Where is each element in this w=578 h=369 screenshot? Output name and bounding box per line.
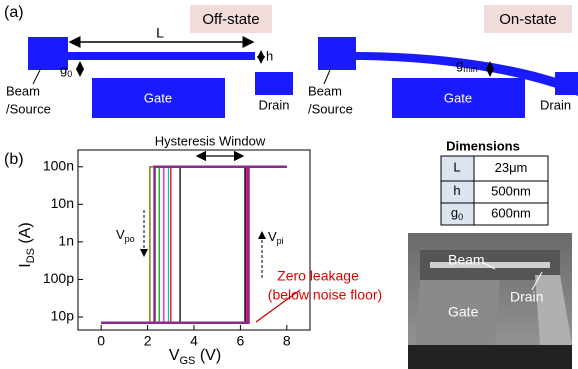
label-unit: (V)	[195, 347, 221, 364]
sem-label: Beam	[448, 252, 485, 268]
beam-label: Beam	[6, 83, 40, 98]
table-key: L	[453, 160, 460, 175]
beam-label: /Source	[6, 101, 51, 116]
y-tick-label: 10p	[51, 308, 75, 324]
pointer	[33, 70, 40, 84]
x-tick-label: 8	[283, 333, 291, 349]
v-main: V	[268, 229, 277, 244]
annotation: Vpi	[268, 229, 284, 246]
y-axis-label: IDS (A)	[17, 222, 37, 268]
drain	[255, 72, 293, 95]
table: L 23μm h 500nm g0 600nm	[441, 156, 548, 225]
thickness-label: h	[266, 48, 273, 63]
y-tick-label: 10n	[51, 195, 74, 211]
series-line	[101, 167, 287, 323]
x-tick-label: 4	[190, 333, 198, 349]
label-sub: DS	[25, 248, 37, 263]
drain-label: Drain	[258, 97, 289, 112]
state-title: On-state	[499, 11, 557, 28]
beam-label: /Source	[308, 101, 353, 116]
y-tick-label: 100n	[43, 157, 74, 173]
figure: (a) Off-state L h Gate g0 Drain Beam /So…	[0, 0, 578, 369]
table-value: 600nm	[491, 205, 531, 220]
v-main: V	[116, 227, 125, 242]
key-main: L	[453, 160, 460, 175]
key-sub: 0	[458, 212, 463, 222]
gate-label: Gate	[444, 90, 472, 105]
series-line	[101, 167, 287, 323]
series-line	[101, 167, 287, 323]
annotation: Hysteresis Window	[155, 133, 266, 148]
series-line	[101, 167, 287, 323]
state-title: Off-state	[202, 11, 259, 28]
table-value: 23μm	[495, 160, 528, 175]
x-axis-label: VGS (V)	[169, 347, 221, 367]
annotation: (below noise floor)	[268, 287, 382, 303]
annotation: Vpo	[116, 227, 135, 244]
x-tick-label: 6	[237, 333, 245, 349]
key-main: g	[451, 205, 458, 220]
table-key: h	[453, 183, 460, 198]
drain-label: Drain	[540, 97, 571, 112]
length-label: L	[156, 25, 164, 41]
y-tick-label: 1n	[58, 233, 74, 249]
y-tick-label: 100p	[43, 270, 74, 286]
drain	[555, 72, 578, 95]
gap-main: g	[60, 62, 67, 77]
gap-label: g0	[60, 62, 72, 79]
panel-label: (a)	[4, 4, 24, 21]
panel-label: (b)	[4, 151, 24, 168]
gap-sub: min	[463, 64, 478, 74]
plot: 0 2 4 6 8 10p 100p 1n 10n 100n	[43, 150, 310, 349]
sem-image: Beam Gate Drain	[408, 233, 572, 369]
x-tick-label: 0	[97, 333, 105, 349]
v-sub: po	[125, 234, 135, 244]
key-main: h	[453, 183, 460, 198]
label-unit: (A)	[17, 222, 34, 248]
label-sub: GS	[179, 355, 195, 367]
gap-sub: 0	[67, 69, 72, 79]
beam-label: Beam	[308, 83, 342, 98]
pointer	[324, 70, 330, 84]
sem-info-bar	[408, 345, 572, 369]
sem-label: Gate	[448, 304, 479, 320]
annotation: Zero leakage	[277, 268, 359, 284]
table-title: Dimensions	[446, 138, 520, 153]
x-tick-label: 2	[144, 333, 152, 349]
beam	[67, 52, 255, 60]
series-line	[101, 167, 287, 323]
label-main: V	[169, 347, 180, 364]
sem-label: Drain	[510, 289, 543, 305]
table-value: 500nm	[491, 183, 531, 198]
gap-main: g	[456, 57, 463, 72]
anchor	[318, 37, 356, 70]
v-sub: pi	[277, 236, 284, 246]
gate-label: Gate	[144, 90, 172, 105]
series-line	[101, 167, 287, 323]
series-line	[101, 167, 287, 323]
